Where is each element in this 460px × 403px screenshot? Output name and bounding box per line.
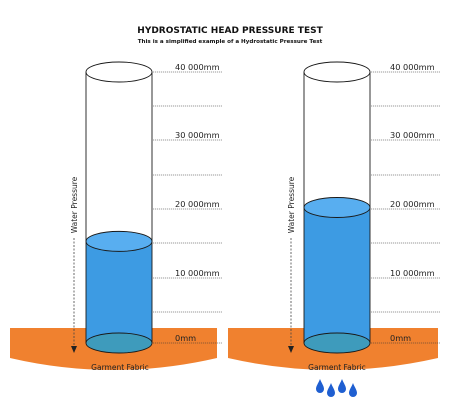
water-column [86, 241, 152, 353]
water-droplet [316, 379, 324, 393]
tube-top-rim [303, 61, 371, 83]
pressure-arrowhead [71, 346, 77, 353]
tube-top-rim [85, 61, 153, 83]
diagram-title: HYDROSTATIC HEAD PRESSURE TEST [137, 26, 323, 36]
scale-label: 0mm [390, 333, 411, 343]
water-droplet [349, 383, 357, 397]
garment-fabric-label: Garment Fabric [91, 363, 149, 372]
water-bottom-surface [303, 332, 371, 354]
water-pressure-label: Water Pressure [287, 176, 296, 233]
garment-fabric-label: Garment Fabric [308, 363, 366, 372]
scale-label: 20 000mm [175, 199, 220, 209]
column-2: 40 000mm 30 000mm 20 000mm 10 000mm 0mm Water… [228, 61, 440, 397]
diagram-subtitle: This is a simplified example of a Hydros… [138, 39, 323, 45]
water-pressure-label: Water Pressure [70, 176, 79, 233]
column-1: 40 000mm 30 000mm 20 000mm 10 000mm 0mm Water… [10, 61, 222, 372]
scale-label: 10 000mm [175, 268, 220, 278]
scale-label: 30 000mm [390, 130, 435, 140]
scale-label: 10 000mm [390, 268, 435, 278]
water-top-surface [303, 197, 371, 218]
water-droplet [327, 383, 335, 397]
scale-label: 40 000mm [175, 62, 220, 72]
water-droplet [338, 379, 346, 393]
scale-label: 0mm [175, 333, 196, 343]
columns-layer: 40 000mm 30 000mm 20 000mm 10 000mm 0mm Water… [10, 61, 440, 397]
scale-label: 20 000mm [390, 199, 435, 209]
water-top-surface [85, 230, 153, 252]
water-bottom-surface [85, 332, 153, 354]
water-column [304, 207, 370, 353]
scale-label: 30 000mm [175, 130, 220, 140]
scale-label: 40 000mm [390, 62, 435, 72]
pressure-arrowhead [288, 346, 294, 353]
